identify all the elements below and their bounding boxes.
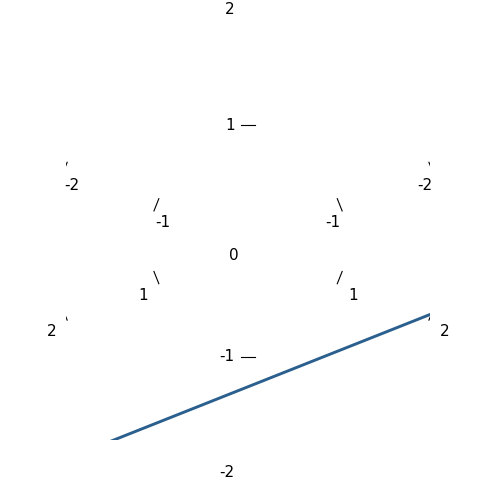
Text: 1: 1 bbox=[138, 288, 148, 302]
Text: 0: 0 bbox=[228, 248, 238, 263]
Text: -1: -1 bbox=[326, 215, 341, 230]
Text: -1: -1 bbox=[155, 215, 170, 230]
Text: -1: -1 bbox=[220, 349, 235, 365]
Text: 2: 2 bbox=[440, 324, 450, 339]
Text: 1: 1 bbox=[348, 288, 358, 302]
Text: 2: 2 bbox=[46, 324, 56, 339]
Text: -2: -2 bbox=[220, 465, 235, 480]
Text: -2: -2 bbox=[64, 178, 79, 193]
Text: 2: 2 bbox=[225, 2, 235, 17]
Text: 1: 1 bbox=[225, 118, 235, 133]
Text: -2: -2 bbox=[417, 178, 432, 193]
